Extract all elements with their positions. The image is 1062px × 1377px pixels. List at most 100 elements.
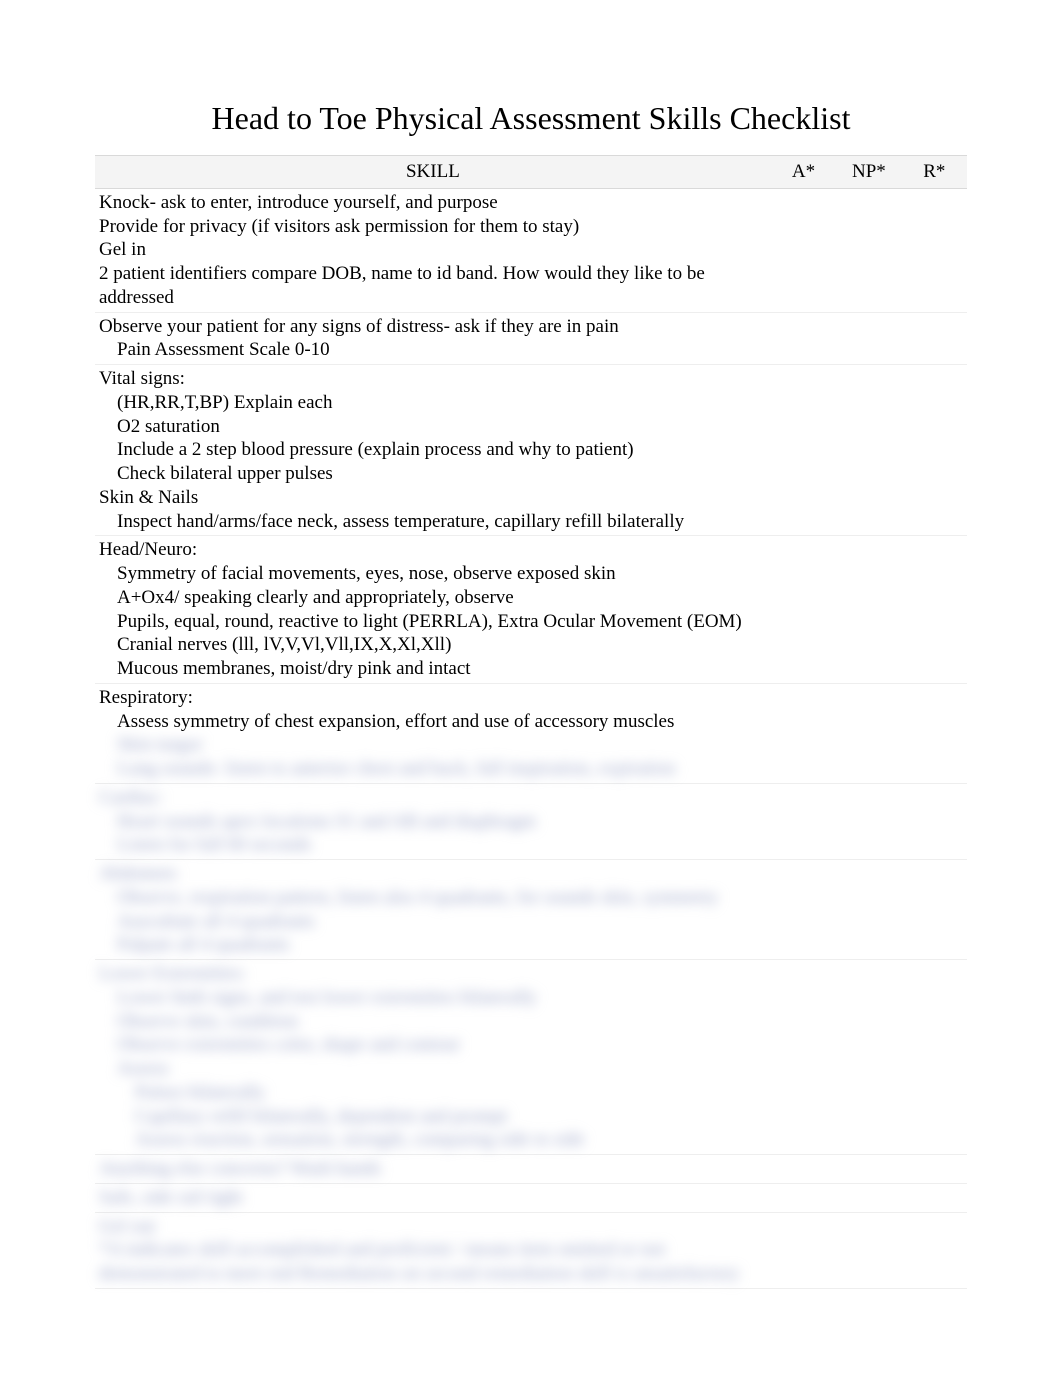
mark-cell [836,188,901,312]
skill-cell: Safe, side rail tight [95,1183,771,1212]
mark-cell [836,960,901,1155]
skill-line: Auscultate all 4 quadrants [99,910,767,934]
skill-line: Heart sounds apex locations S1 and AB an… [99,810,767,834]
skill-cell: Lower Extremities:Lower limb signs, and … [95,960,771,1155]
skill-line: Vital signs: [99,367,767,391]
skill-line: Provide for privacy (if visitors ask per… [99,215,767,239]
mark-cell [902,312,967,365]
mark-cell [902,1155,967,1184]
skill-cell: Abdomen:Observe, respiration pattern, li… [95,860,771,960]
mark-cell [902,536,967,684]
skill-cell: Knock- ask to enter, introduce yourself,… [95,188,771,312]
skill-line: Skin turgor [99,733,767,757]
skill-line: Observe your patient for any signs of di… [99,315,767,339]
table-row: Knock- ask to enter, introduce yourself,… [95,188,967,312]
skill-line: Abdomen: [99,862,767,886]
mark-cell [771,188,836,312]
skill-line: Capillary refill bilaterally, dependent … [99,1105,767,1129]
col-header-np: NP* [836,156,901,189]
mark-cell [771,536,836,684]
table-row: Lower Extremities:Lower limb signs, and … [95,960,967,1155]
skill-line: Check bilateral upper pulses [99,462,767,486]
mark-cell [902,1183,967,1212]
mark-cell [771,1212,836,1288]
skill-line: Lower limb signs, and test lower extremi… [99,986,767,1010]
skill-line: Assess symmetry of chest expansion, effo… [99,710,767,734]
skill-line: Lower Extremities: [99,962,767,986]
table-row: Head/Neuro:Symmetry of facial movements,… [95,536,967,684]
mark-cell [771,1155,836,1184]
skill-line: Observe extremities color, shape and con… [99,1033,767,1057]
mark-cell [836,312,901,365]
skill-line: Palpate all 4 quadrants [99,933,767,957]
skill-line: A+Ox4/ speaking clearly and appropriatel… [99,586,767,610]
skill-line: Pain Assessment Scale 0-10 [99,338,767,362]
skill-line: Observe skin, condition [99,1010,767,1034]
mark-cell [771,960,836,1155]
table-row: Anything else concerns? Wash hands [95,1155,967,1184]
mark-cell [771,683,836,783]
mark-cell [771,312,836,365]
skill-cell: Gel out*A indicates skill accomplished a… [95,1212,771,1288]
skill-line: Pulses bilaterally [99,1081,767,1105]
col-header-skill: SKILL [95,156,771,189]
skill-line: Symmetry of facial movements, eyes, nose… [99,562,767,586]
table-row: Respiratory:Assess symmetry of chest exp… [95,683,967,783]
skill-cell: Cardiac:Heart sounds apex locations S1 a… [95,783,771,859]
col-header-a: A* [771,156,836,189]
skill-line: Observe, respiration pattern, listen als… [99,886,767,910]
skill-line: O2 saturation [99,415,767,439]
skill-line: Lung sounds- listen to anterior chest an… [99,757,767,781]
skill-cell: Respiratory:Assess symmetry of chest exp… [95,683,771,783]
mark-cell [902,783,967,859]
skill-cell: Observe your patient for any signs of di… [95,312,771,365]
mark-cell [902,960,967,1155]
mark-cell [902,188,967,312]
skill-line: Pupils, equal, round, reactive to light … [99,610,767,634]
mark-cell [836,783,901,859]
mark-cell [902,860,967,960]
skill-line: Include a 2 step blood pressure (explain… [99,438,767,462]
skill-line: 2 patient identifiers compare DOB, name … [99,262,767,310]
mark-cell [771,1183,836,1212]
mark-cell [902,683,967,783]
table-row: Vital signs: (HR,RR,T,BP) Explain eachO2… [95,365,967,536]
mark-cell [836,1183,901,1212]
skill-line: Listen for full 60 seconds [99,833,767,857]
skill-line: Inspect hand/arms/face neck, assess temp… [99,510,767,534]
skill-line: Gel in [99,238,767,262]
skill-line: Cranial nerves (lll, lV,V,Vl,Vll,IX,X,Xl… [99,633,767,657]
table-header-row: SKILL A* NP* R* [95,156,967,189]
checklist-table: SKILL A* NP* R* Knock- ask to enter, int… [95,155,967,1289]
mark-cell [771,783,836,859]
skill-line: Knock- ask to enter, introduce yourself,… [99,191,767,215]
mark-cell [771,860,836,960]
mark-cell [902,1212,967,1288]
mark-cell [836,683,901,783]
skill-line: Skin & Nails [99,486,767,510]
skill-line: Head/Neuro: [99,538,767,562]
table-row: Cardiac:Heart sounds apex locations S1 a… [95,783,967,859]
mark-cell [836,1155,901,1184]
table-row: Abdomen:Observe, respiration pattern, li… [95,860,967,960]
skill-line: Gel out [99,1215,767,1239]
mark-cell [902,365,967,536]
table-row: Gel out*A indicates skill accomplished a… [95,1212,967,1288]
skill-line: Safe, side rail tight [99,1186,767,1210]
table-row: Safe, side rail tight [95,1183,967,1212]
skill-line: Mucous membranes, moist/dry pink and int… [99,657,767,681]
skill-line: Respiratory: [99,686,767,710]
skill-cell: Vital signs: (HR,RR,T,BP) Explain eachO2… [95,365,771,536]
mark-cell [836,365,901,536]
skill-line: (HR,RR,T,BP) Explain each [99,391,767,415]
mark-cell [836,860,901,960]
skill-cell: Anything else concerns? Wash hands [95,1155,771,1184]
mark-cell [771,365,836,536]
mark-cell [836,1212,901,1288]
skill-cell: Head/Neuro:Symmetry of facial movements,… [95,536,771,684]
col-header-r: R* [902,156,967,189]
skill-line: *A indicates skill accomplished and prof… [99,1238,767,1286]
skill-line: Anything else concerns? Wash hands [99,1157,767,1181]
skill-line: Cardiac: [99,786,767,810]
page-title: Head to Toe Physical Assessment Skills C… [95,100,967,137]
